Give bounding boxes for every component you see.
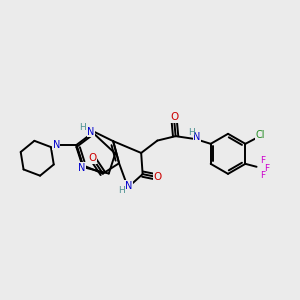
Text: N: N (78, 163, 85, 173)
Text: N: N (194, 132, 201, 142)
Text: O: O (88, 153, 97, 163)
Text: H: H (118, 186, 125, 195)
Text: O: O (153, 172, 161, 182)
Text: N: N (87, 127, 95, 137)
Text: N: N (125, 181, 132, 191)
Text: F: F (260, 171, 266, 180)
Text: Cl: Cl (255, 130, 265, 140)
Text: F: F (264, 164, 269, 173)
Text: H: H (188, 128, 195, 137)
Text: F: F (260, 156, 266, 165)
Text: N: N (52, 140, 60, 150)
Text: O: O (170, 112, 178, 122)
Text: H: H (80, 123, 86, 132)
